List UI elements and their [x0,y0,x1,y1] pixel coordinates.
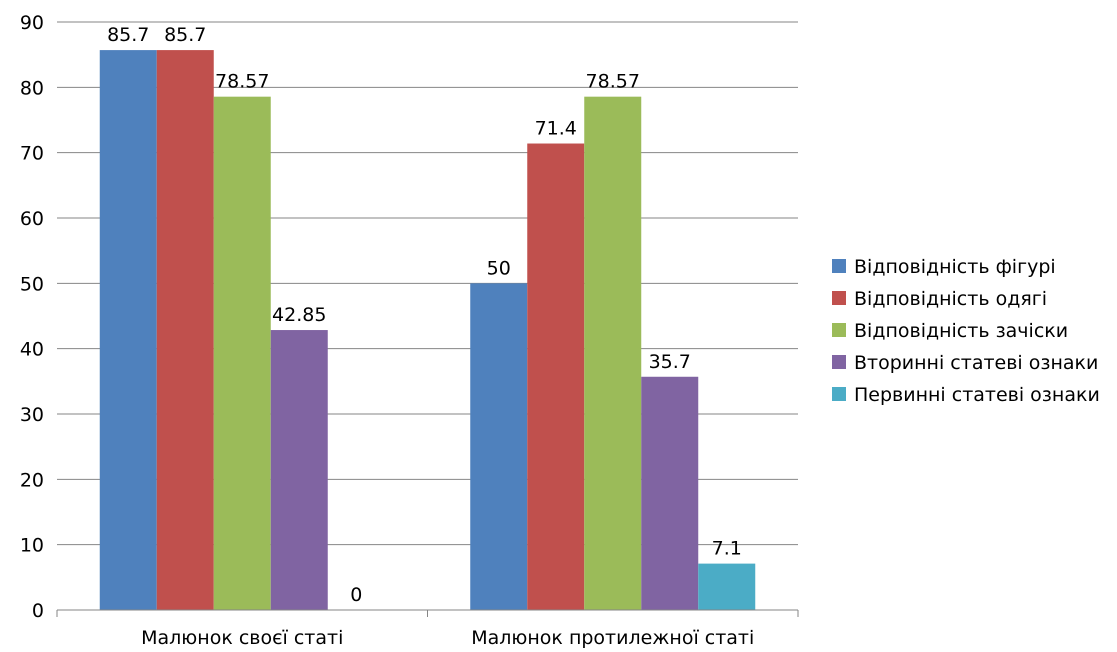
legend-label: Відповідність фігурі [854,256,1056,278]
data-label: 42.85 [272,304,326,326]
legend-swatch [832,387,846,401]
bar [641,376,699,610]
legend-swatch [832,355,846,369]
y-tick-label: 50 [20,273,44,295]
y-tick-label: 90 [20,12,44,34]
data-label: 85.7 [164,24,206,46]
bar [156,50,214,611]
x-category-label: Малюнок протилежної статі [471,627,754,649]
data-label: 7.1 [712,538,742,560]
bar [584,96,642,610]
y-tick-label: 20 [20,469,44,491]
bar [698,563,756,610]
bar [270,330,328,610]
bar [527,143,585,610]
bar [213,96,271,610]
bar [470,283,528,610]
data-label: 85.7 [107,24,149,46]
legend-item: Відповідність фігурі [832,256,1056,278]
x-axis [56,609,799,617]
data-label: 78.57 [215,71,269,93]
legend-label: Первинні статеві ознаки [854,384,1100,406]
legend-item: Відповідність зачіски [832,320,1068,342]
x-axis-category-labels: Малюнок своєї статі Малюнок протилежної с… [141,627,754,649]
data-label: 78.57 [586,71,640,93]
legend-swatch [832,259,846,273]
legend-item: Первинні статеві ознаки [832,384,1100,406]
y-tick-label: 10 [20,535,44,557]
legend-item: Вторинні статеві ознаки [832,352,1098,374]
legend-item: Відповідність одягі [832,288,1047,310]
y-tick-label: 80 [20,77,44,99]
legend-swatch [832,291,846,305]
y-axis-tick-labels: 0 10 20 30 40 50 60 70 80 90 [20,12,44,622]
legend-swatch [832,323,846,337]
data-labels: 85.7 85.7 78.57 42.85 0 50 71.4 78.57 35.7 7.1 [107,24,742,606]
y-tick-label: 60 [20,208,44,230]
data-label: 0 [350,584,362,606]
y-tick-label: 30 [20,404,44,426]
data-label: 71.4 [535,118,577,140]
y-tick-label: 0 [32,600,44,622]
y-tick-label: 70 [20,143,44,165]
legend: Відповідність фігурі Відповідність одягі В… [832,256,1100,406]
y-tick-label: 40 [20,339,44,361]
legend-label: Відповідність одягі [854,288,1047,310]
data-label: 35.7 [649,351,691,373]
legend-label: Вторинні статеві ознаки [854,352,1098,374]
legend-label: Відповідність зачіски [854,320,1068,342]
x-category-label: Малюнок своєї статі [141,627,343,649]
data-label: 50 [487,257,511,279]
bar [99,50,157,611]
bars [99,50,756,611]
